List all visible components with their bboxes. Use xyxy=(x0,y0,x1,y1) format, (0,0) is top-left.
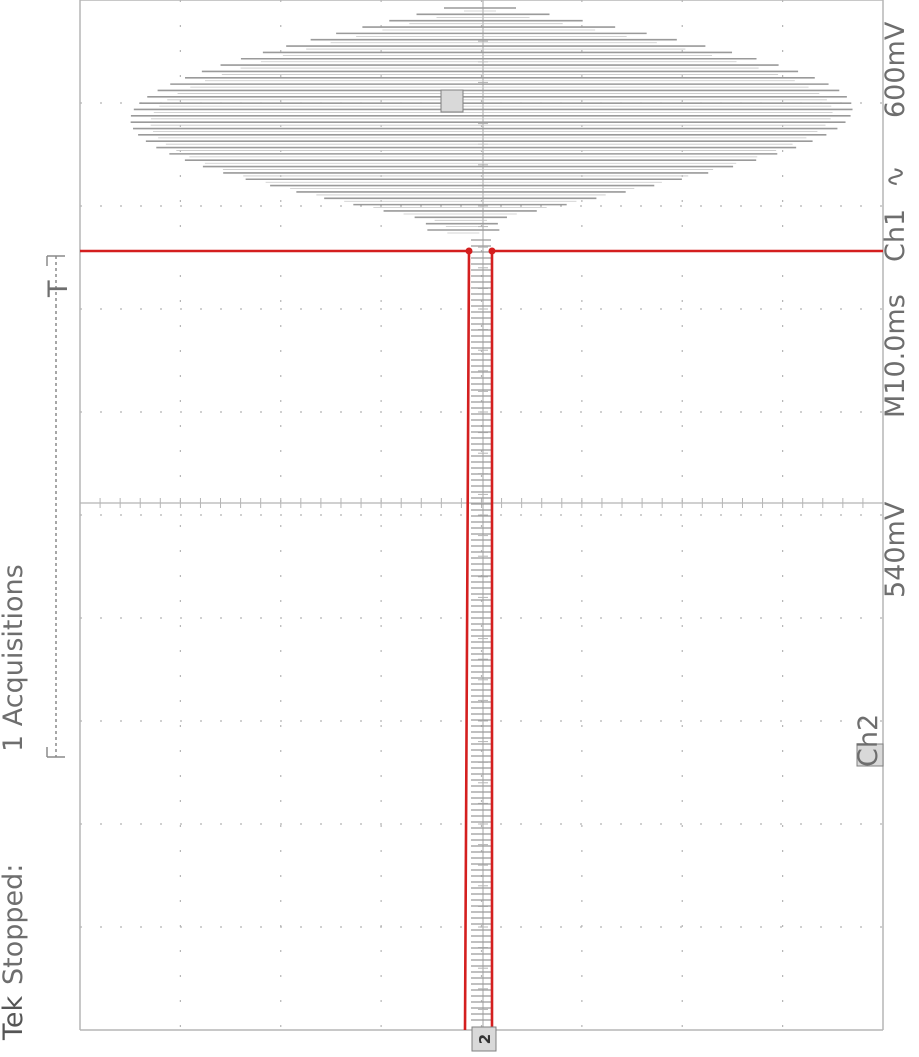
ch2-ground-marker: 2 xyxy=(471,1026,497,1052)
ch2-ground-marker-label: 2 xyxy=(476,1034,494,1044)
trigger-position-marker: T xyxy=(43,280,74,298)
ch1-trace xyxy=(130,7,853,1021)
timebase-readout: M10.0ms xyxy=(880,294,911,418)
ch2-pulse-line xyxy=(80,249,883,1031)
acquisitions-label: 1 Acquisitions xyxy=(0,564,29,752)
record-bracket xyxy=(46,255,65,758)
status-area: Tek Stopped: 1 Acquisitions T xyxy=(0,255,74,1041)
ch2-pulse-corner xyxy=(465,247,473,255)
ch1-ground-marker xyxy=(440,89,464,113)
brand-label: Tek xyxy=(0,995,29,1041)
ch2-scale-marker xyxy=(856,743,884,767)
ch2-pulse-corner xyxy=(488,247,496,255)
ch2-scale-readout: 540mV xyxy=(880,501,911,598)
ch2-channel-label: Ch2 xyxy=(853,714,884,767)
run-state-label: Stopped: xyxy=(0,864,29,985)
ch1-scale-readout: 600mV xyxy=(880,21,911,118)
ch1-channel-label: Ch1 xyxy=(880,209,911,262)
readout-strip: 600mV ∿ Ch1 M10.0ms 540mV Ch2 xyxy=(853,21,911,767)
ch1-coupling-symbol: ∿ xyxy=(880,165,911,188)
ch2-trace xyxy=(80,247,883,1031)
